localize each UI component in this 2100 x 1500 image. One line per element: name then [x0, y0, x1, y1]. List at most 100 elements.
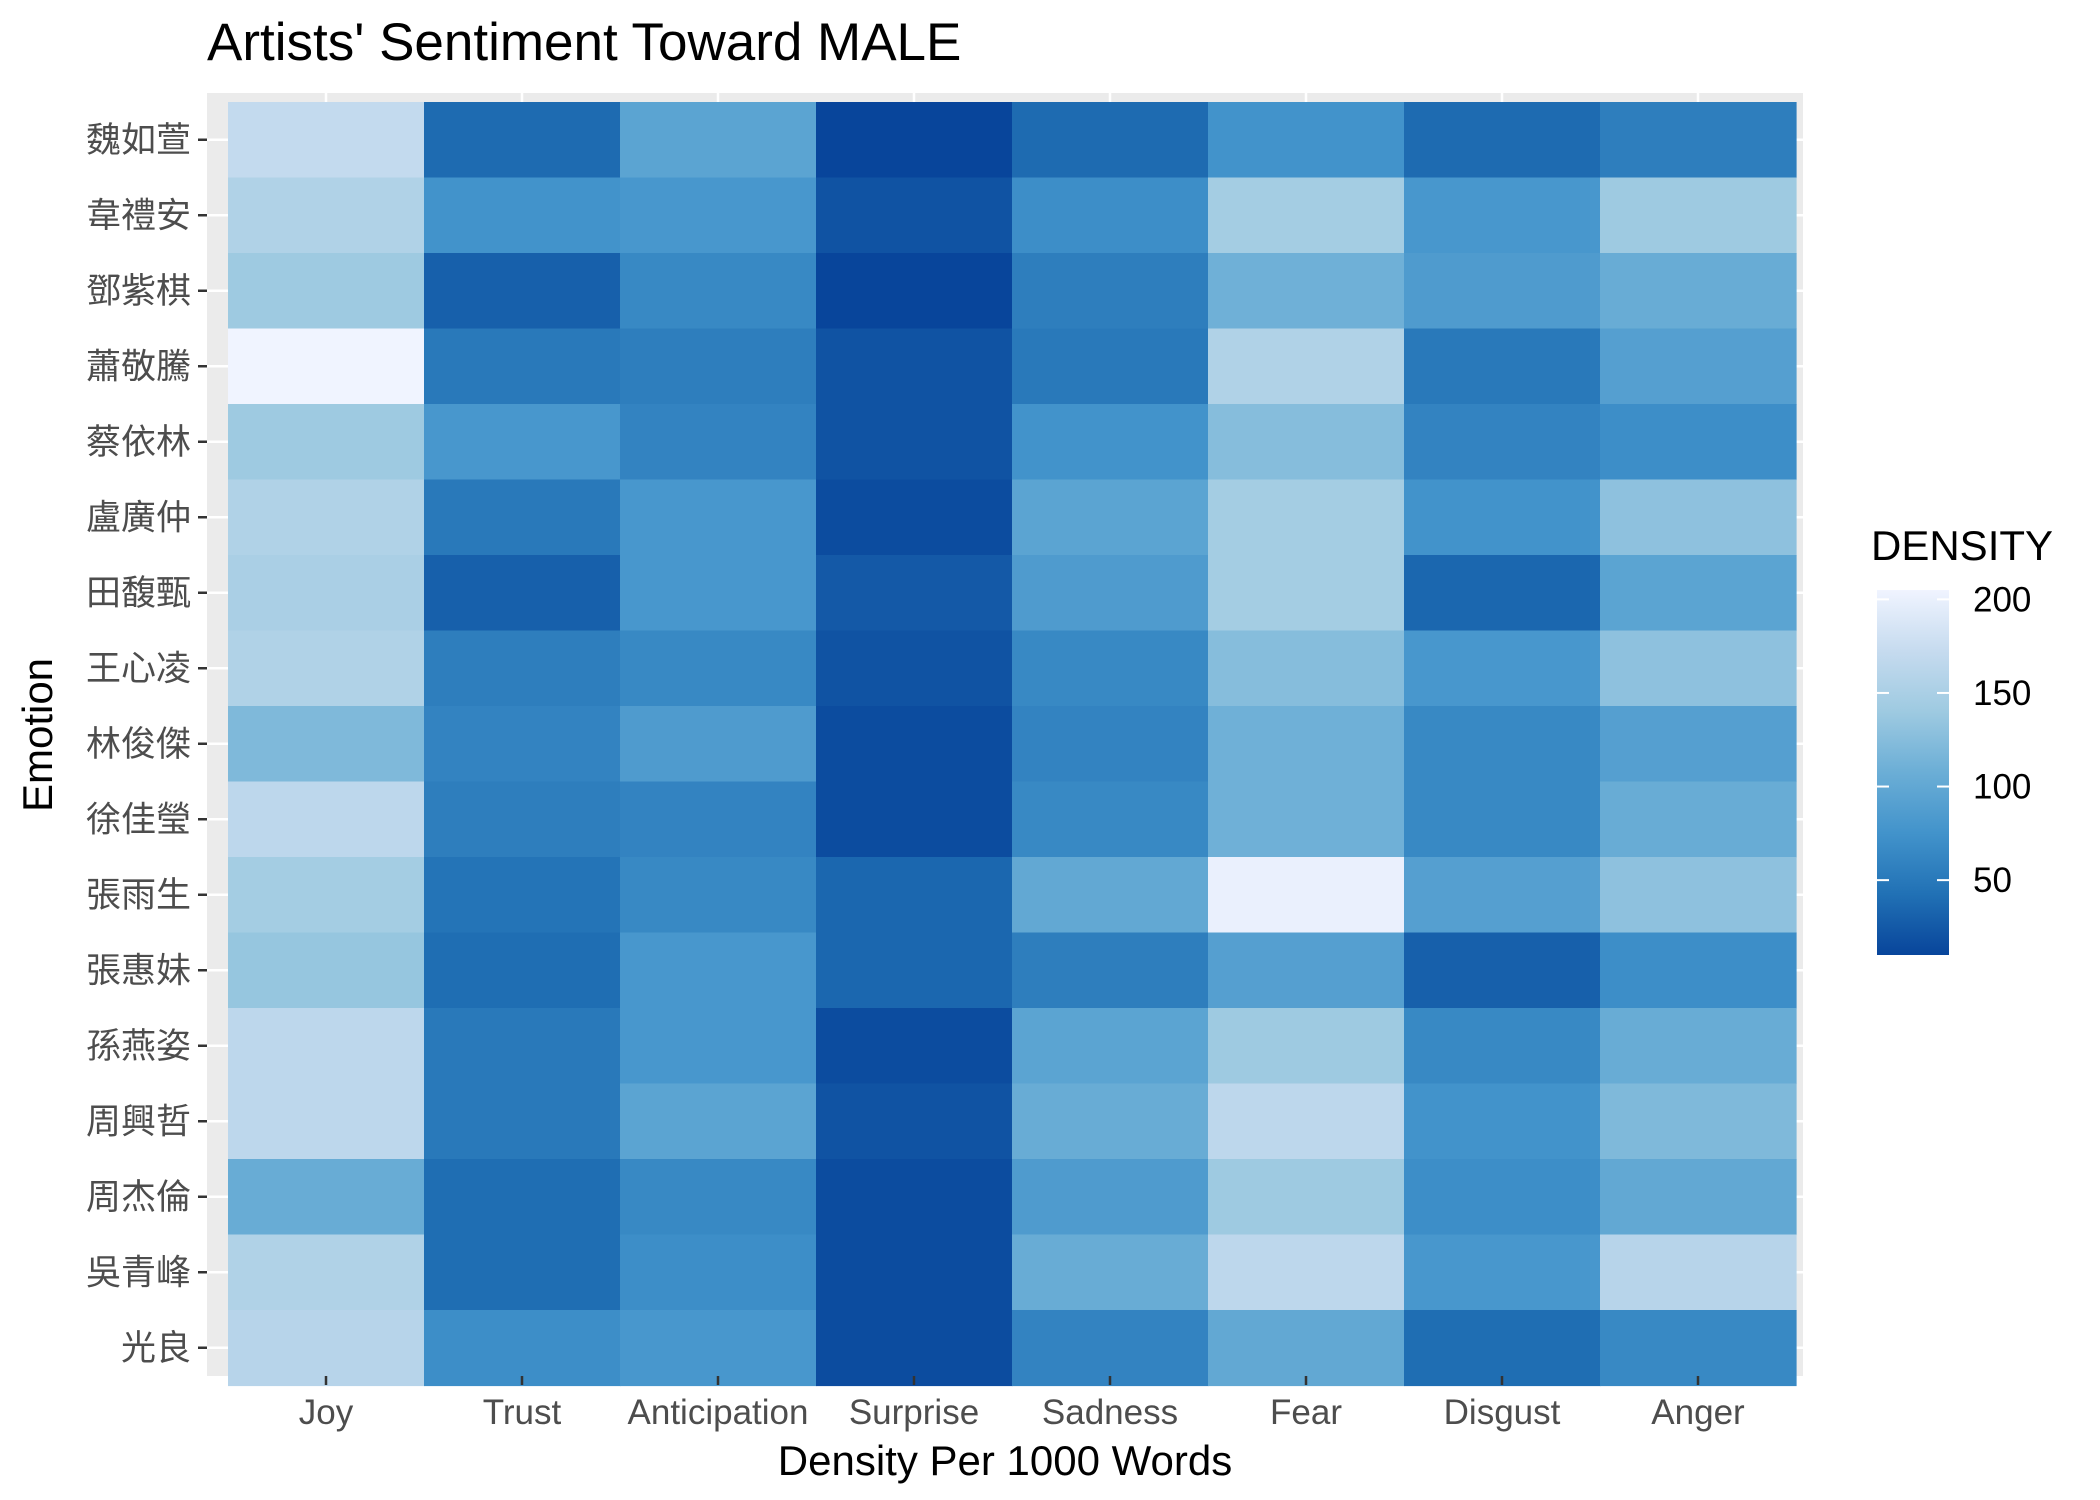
y-axis-title: Emotion [14, 658, 61, 812]
heatmap-cell [620, 102, 817, 179]
heatmap-cell [228, 1159, 425, 1236]
heatmap-cell [816, 555, 1013, 632]
heatmap-cell [1404, 177, 1601, 254]
heatmap-cell [1600, 1159, 1797, 1236]
heatmap-cell [1404, 102, 1601, 179]
heatmap-cell [1600, 102, 1797, 179]
x-tick-label: Sadness [1042, 1393, 1178, 1432]
heatmap-cell [424, 781, 621, 858]
heatmap-cell [1208, 1310, 1405, 1387]
heatmap-cell [1012, 102, 1209, 179]
heatmap-cell [1600, 706, 1797, 783]
heatmap-cell [620, 1083, 817, 1160]
y-tick-label: 鄧紫棋 [86, 272, 191, 311]
y-tick-label: 周杰倫 [86, 1178, 191, 1217]
heatmap-cell [816, 1234, 1013, 1311]
heatmap-cell [816, 253, 1013, 330]
heatmap-cell [816, 404, 1013, 481]
heatmap-cell [1404, 328, 1601, 405]
heatmap-cell [1404, 630, 1601, 707]
x-tick-label: Trust [483, 1393, 562, 1432]
heatmap-cell [1208, 177, 1405, 254]
heatmap-cell [1012, 857, 1209, 934]
heatmap-cell [424, 328, 621, 405]
y-tick-label: 蕭敬騰 [86, 347, 191, 386]
heatmap-cell [424, 932, 621, 1009]
heatmap-cell [228, 706, 425, 783]
heatmap-cell [1600, 555, 1797, 632]
heatmap-cell [1012, 1008, 1209, 1085]
heatmap-cell [1600, 932, 1797, 1009]
y-tick-label: 盧廣仲 [86, 498, 191, 537]
heatmap-cell [228, 328, 425, 405]
heatmap-cell [816, 479, 1013, 556]
heatmap-cell [1600, 1008, 1797, 1085]
y-tick-label: 孫燕姿 [86, 1027, 191, 1066]
heatmap-cell [228, 857, 425, 934]
heatmap-cell [228, 1008, 425, 1085]
heatmap-cell [1208, 328, 1405, 405]
y-tick-label: 王心凌 [86, 649, 191, 688]
x-tick-label: Fear [1270, 1393, 1342, 1432]
legend-title: DENSITY [1871, 522, 2053, 569]
heatmap-cell [816, 102, 1013, 179]
heatmap-cell [424, 630, 621, 707]
heatmap-cell [816, 932, 1013, 1009]
heatmap-cell [1012, 932, 1209, 1009]
heatmap-cell [228, 404, 425, 481]
legend-tick-label: 100 [1973, 768, 2031, 807]
heatmap-cell [1404, 555, 1601, 632]
heatmap-cell [228, 630, 425, 707]
heatmap-cell [424, 857, 621, 934]
heatmap-cell [228, 177, 425, 254]
heatmap-cell [228, 102, 425, 179]
heatmap-cell [228, 1083, 425, 1160]
heatmap-cell [1600, 253, 1797, 330]
heatmap-cell [1404, 253, 1601, 330]
y-tick-label: 徐佳瑩 [86, 800, 191, 839]
y-tick-label: 蔡依林 [86, 423, 191, 462]
heatmap-cell [1208, 630, 1405, 707]
legend-colorbar [1877, 590, 1949, 955]
heatmap-cell [620, 328, 817, 405]
y-tick-label: 吳青峰 [86, 1253, 191, 1292]
heatmap-cell [1208, 781, 1405, 858]
heatmap-cell [620, 404, 817, 481]
y-tick-label: 田馥甄 [86, 574, 191, 613]
heatmap-cell [424, 177, 621, 254]
legend-tick-label: 50 [1973, 861, 2012, 900]
heatmap-cell [816, 1159, 1013, 1236]
heatmap-cell [424, 404, 621, 481]
heatmap-cell [1404, 781, 1601, 858]
heatmap-cell [228, 253, 425, 330]
heatmap-cell [1600, 1234, 1797, 1311]
heatmap-cell [1208, 1083, 1405, 1160]
heatmap-cell [424, 706, 621, 783]
heatmap-cell [1600, 177, 1797, 254]
heatmap-cell [228, 555, 425, 632]
heatmap-cell [228, 1234, 425, 1311]
y-tick-label: 張雨生 [86, 876, 191, 915]
heatmap-cell [1208, 1008, 1405, 1085]
x-axis-title: Density Per 1000 Words [778, 1437, 1232, 1484]
heatmap-cell [424, 253, 621, 330]
heatmap-cell [1012, 630, 1209, 707]
heatmap-cell [1208, 404, 1405, 481]
heatmap-cell [1012, 1083, 1209, 1160]
heatmap-cell [1208, 857, 1405, 934]
heatmap-cell [620, 253, 817, 330]
x-tick-label: Anger [1651, 1393, 1745, 1432]
heatmap-cell [1600, 328, 1797, 405]
heatmap-cell [1012, 177, 1209, 254]
heatmap-cell [1600, 781, 1797, 858]
heatmap-cell [816, 177, 1013, 254]
heatmap-cell [816, 781, 1013, 858]
y-tick-label: 魏如萱 [86, 121, 191, 160]
heatmap-cell [424, 1310, 621, 1387]
heatmap-cell [1600, 857, 1797, 934]
heatmap-cell [424, 479, 621, 556]
heatmap-cell [228, 479, 425, 556]
y-tick-label: 光良 [121, 1329, 191, 1368]
heatmap-cell [1600, 404, 1797, 481]
